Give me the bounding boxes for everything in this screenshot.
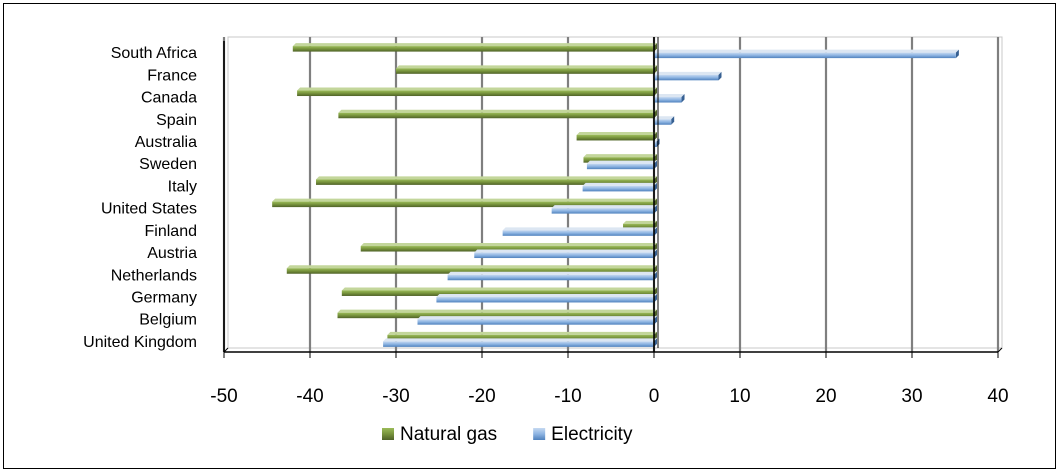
grid-lines (222, 36, 1003, 352)
category-label-united-states: United States (101, 201, 197, 218)
category-label-united-kingdom: United Kingdom (83, 334, 197, 351)
x-tick-label-50: -50 (210, 386, 237, 407)
x-tick-label-10: 10 (729, 386, 750, 407)
bar-electricity-france-top (654, 71, 722, 75)
legend-swatch-natural-gas (382, 428, 394, 440)
bar-electricity-italy (582, 185, 654, 192)
bar-natural-gas-italy-top (316, 176, 657, 180)
bar-natural-gas-united-states-top (272, 198, 657, 202)
bar-electricity-austria (474, 252, 654, 259)
bar-natural-gas-united-kingdom-top (387, 331, 657, 335)
bar-natural-gas-italy (316, 179, 654, 185)
x-tick-label-40: 40 (987, 386, 1008, 407)
x-tick-label-30: -30 (382, 386, 409, 407)
bar-natural-gas-austria (360, 246, 654, 252)
bar-electricity-canada (654, 97, 682, 103)
bar-natural-gas-canada (297, 90, 654, 97)
category-label-france: France (147, 67, 197, 84)
legend-label-electricity: Electricity (551, 424, 633, 445)
bar-electricity-south-africa (654, 52, 956, 59)
category-label-italy: Italy (168, 178, 197, 195)
bar-natural-gas-france-top (396, 65, 657, 69)
bar-electricity-south-africa-top (654, 49, 959, 53)
bar-electricity-france-side (718, 71, 722, 81)
category-labels: South Africa France Canada Spain Australia Sw… (83, 45, 197, 351)
bar-natural-gas-australia-top (576, 131, 657, 135)
bar-electricity-netherlands-top (447, 271, 657, 275)
bar-electricity-united-kingdom (383, 341, 654, 347)
bar-electricity-finland-top (502, 227, 657, 231)
category-label-spain: Spain (156, 112, 197, 129)
bar-electricity-belgium (417, 319, 654, 325)
bar-natural-gas-united-states (272, 201, 654, 208)
bar-electricity-sweden (586, 163, 654, 170)
bar-natural-gas-south-africa-top (292, 43, 657, 47)
bar-electricity-austria-top (474, 249, 657, 253)
axes (223, 37, 1003, 358)
bar-natural-gas-belgium (337, 312, 654, 319)
bar-natural-gas-austria-top (360, 243, 657, 247)
bar-electricity-south-africa-side (955, 49, 959, 59)
legend: Natural gas Electricity (382, 424, 633, 445)
bar-electricity-belgium-top (417, 316, 657, 320)
bar-electricity-united-states (551, 208, 654, 214)
bar-natural-gas-united-kingdom (387, 334, 654, 341)
bar-natural-gas-netherlands-top (286, 265, 657, 269)
category-label-finland: Finland (145, 223, 197, 240)
floor-edge-right (997, 347, 1003, 353)
x-tick-label-0: 0 (649, 386, 660, 407)
bar-natural-gas-netherlands (286, 268, 654, 274)
category-label-belgium: Belgium (139, 312, 197, 329)
bar-electricity-spain-side (671, 116, 675, 125)
category-label-australia: Australia (135, 134, 197, 151)
bar-electricity-finland (502, 230, 654, 236)
bar-electricity-netherlands (447, 274, 654, 281)
legend-label-natural-gas: Natural gas (400, 424, 497, 445)
bar-electricity-sweden-top (586, 160, 657, 164)
bar-natural-gas-belgium-top (337, 309, 657, 313)
bars (272, 43, 959, 347)
bar-electricity-canada-side (681, 94, 685, 103)
category-label-austria: Austria (147, 245, 197, 262)
category-label-netherlands: Netherlands (111, 267, 197, 284)
bar-electricity-canada-top (654, 94, 685, 98)
category-label-sweden: Sweden (139, 156, 197, 173)
bar-electricity-germany-top (436, 293, 657, 297)
bar-natural-gas-spain (338, 112, 654, 119)
x-tick-label-10: -10 (554, 386, 581, 407)
bar-electricity-italy-top (582, 182, 657, 186)
category-label-south-africa: South Africa (111, 45, 197, 62)
x-tick-label-20: -20 (468, 386, 495, 407)
bar-natural-gas-france (396, 68, 654, 74)
category-label-canada: Canada (141, 90, 197, 107)
bar-electricity-united-states-top (551, 205, 657, 209)
bar-natural-gas-finland-top (623, 220, 657, 224)
category-label-germany: Germany (131, 289, 197, 306)
bar-natural-gas-south-africa (292, 46, 654, 52)
bar-natural-gas-sweden-top (583, 154, 657, 158)
bar-natural-gas-spain-top (338, 109, 657, 113)
x-tick-label-40: -40 (296, 386, 323, 407)
x-tick-label-20: 20 (815, 386, 836, 407)
bar-natural-gas-australia (576, 134, 654, 141)
bar-natural-gas-sweden (583, 157, 654, 163)
bar-natural-gas-germany-top (341, 287, 657, 291)
bar-electricity-spain-top (654, 116, 675, 120)
bar-electricity-australia (654, 141, 657, 147)
bar-electricity-france (654, 74, 719, 81)
legend-swatch-electricity (533, 428, 546, 440)
bar-electricity-united-kingdom-top (383, 338, 657, 342)
x-tick-labels: -50 -40 -30 -20 -10 0 10 20 30 40 (210, 386, 1008, 407)
floor-edge-left (223, 347, 229, 353)
bar-natural-gas-germany (341, 290, 654, 296)
bar-electricity-germany (436, 296, 654, 303)
bar-natural-gas-canada-top (297, 87, 657, 91)
x-tick-label-30: 30 (901, 386, 922, 407)
bar-natural-gas-finland (623, 223, 654, 230)
bar-electricity-spain (654, 119, 672, 125)
